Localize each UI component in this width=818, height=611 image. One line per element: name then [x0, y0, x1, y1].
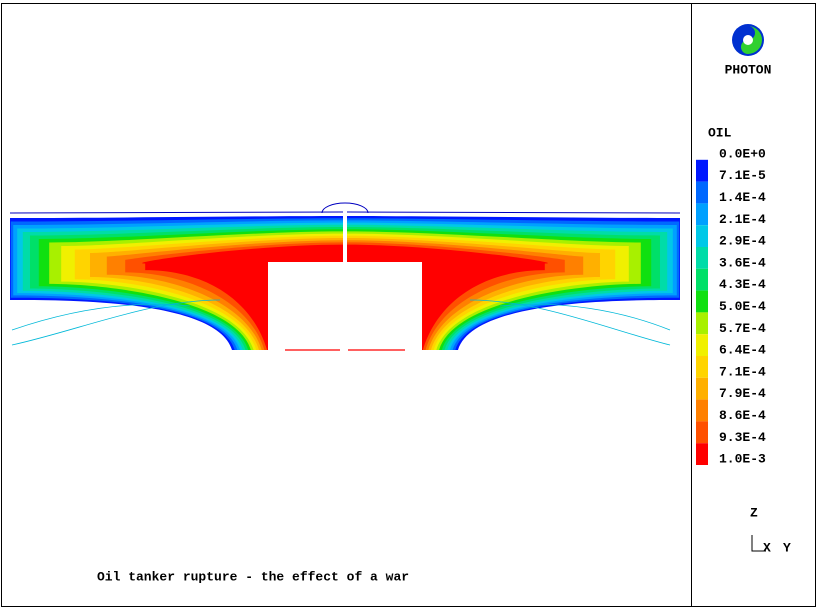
legend-swatch: [696, 159, 708, 182]
legend-swatch: [696, 334, 708, 356]
logo: PHOTON: [725, 24, 772, 77]
legend-title: OIL: [708, 125, 732, 140]
legend-swatch: [696, 203, 708, 226]
contour-band: [347, 244, 548, 350]
legend-label: 5.0E-4: [719, 299, 766, 314]
contour-half: [347, 216, 680, 350]
legend-swatch: [696, 443, 708, 465]
legend-label: 2.1E-4: [719, 212, 766, 227]
legend-swatch: [696, 312, 708, 335]
legend-label: 6.4E-4: [719, 343, 766, 358]
legend-swatch: [696, 247, 708, 269]
legend-label: 7.9E-4: [719, 386, 766, 401]
legend-label: 7.1E-5: [719, 168, 766, 183]
contour-plot: [9, 202, 681, 351]
axis-triad: Z X Y: [750, 505, 791, 555]
legend-swatch: [696, 225, 708, 247]
legend-label: 7.1E-4: [719, 364, 766, 379]
legend-label: 2.9E-4: [719, 234, 766, 249]
legend-label: 9.3E-4: [719, 430, 766, 445]
legend-label: 4.3E-4: [719, 277, 766, 292]
legend-label: 1.4E-4: [719, 190, 766, 205]
legend-swatch: [696, 181, 708, 204]
contour-band: [142, 244, 343, 350]
contour-lines: [9, 202, 681, 214]
axis-label: Y: [783, 540, 791, 555]
caption: Oil tanker rupture - the effect of a war: [97, 569, 409, 584]
contour-lines: [11, 299, 671, 346]
contour-half: [10, 216, 344, 350]
legend-label: 0.0E+0: [719, 146, 766, 161]
legend-label: 1.0E-3: [719, 452, 766, 467]
frame: [1, 3, 816, 607]
legend-swatch: [696, 377, 708, 400]
logo-text: PHOTON: [725, 62, 772, 77]
legend-label: 5.7E-4: [719, 321, 766, 336]
legend-label: 3.6E-4: [719, 255, 766, 270]
axis-label: Z: [750, 505, 758, 520]
legend-swatch: [696, 421, 708, 444]
legend-swatch: [696, 268, 708, 291]
logo-icon: [743, 35, 753, 45]
axis-label: X: [763, 540, 771, 555]
legend: 0.0E+0 7.1E-5 1.4E-4 2.1E-4 2.9E-4 3.6E-4 4.3E…: [696, 146, 766, 467]
slit: [343, 205, 347, 265]
axis-lines: [751, 535, 766, 552]
legend-swatch: [696, 356, 708, 378]
legend-swatch: [696, 290, 708, 313]
legend-label: 8.6E-4: [719, 408, 766, 423]
legend-swatch: [696, 399, 708, 422]
